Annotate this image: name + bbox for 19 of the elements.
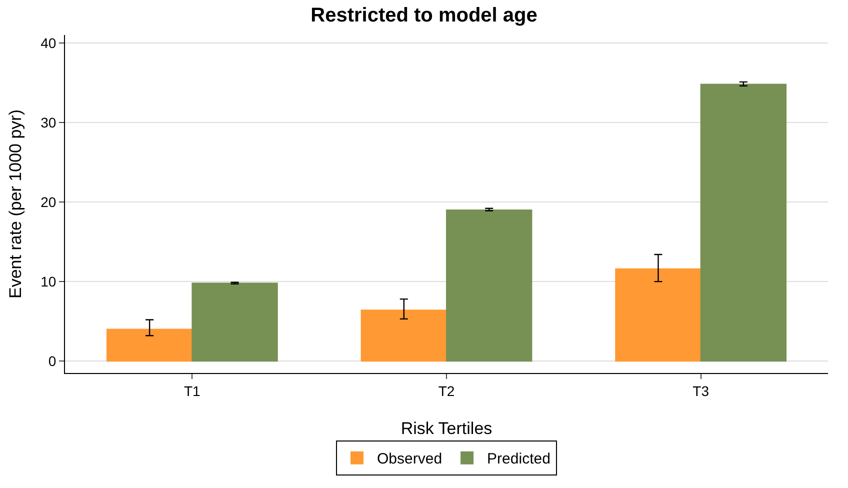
bar <box>106 328 193 362</box>
x-tick-label: T2 <box>438 382 455 399</box>
chart-title: Restricted to model age <box>310 4 538 26</box>
y-tick-label: 10 <box>40 273 56 290</box>
legend-label: Observed <box>377 450 442 468</box>
y-axis-title: Event rate (per 1000 pyr) <box>6 110 25 298</box>
y-tick-label: 40 <box>40 34 56 51</box>
x-tick-label: T1 <box>184 382 201 399</box>
x-tick-label: T3 <box>692 382 710 399</box>
bar <box>446 209 532 362</box>
y-tick-label: 0 <box>48 352 56 369</box>
bar <box>700 84 787 362</box>
legend-label: Predicted <box>487 450 550 468</box>
x-axis-title: Risk Tertiles <box>400 419 492 438</box>
bar <box>615 268 702 362</box>
y-tick-label: 30 <box>40 114 56 130</box>
bar <box>192 282 278 362</box>
y-tick-label: 20 <box>40 194 56 210</box>
bar <box>360 310 447 362</box>
